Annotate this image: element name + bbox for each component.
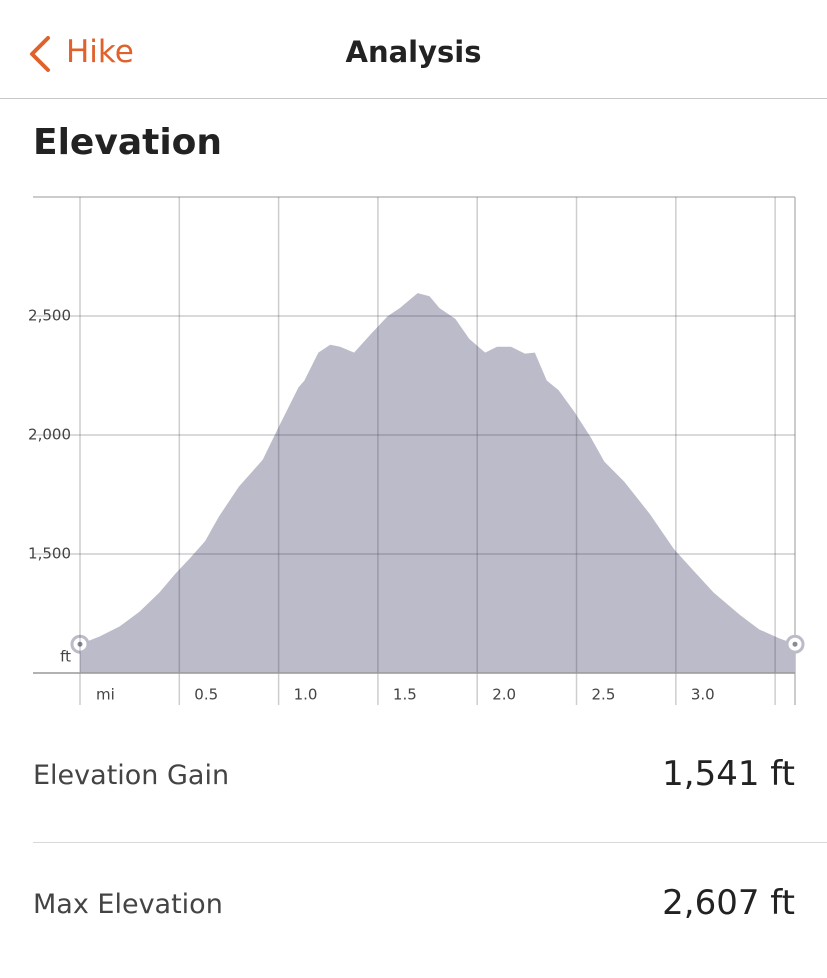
stat-label: Max Elevation [33,889,223,920]
endpoint-dot [77,641,83,647]
separator [33,842,827,843]
x-axis-unit: mi [96,686,115,704]
x-tick-label: 3.0 [691,686,715,704]
x-tick-label: 1.5 [393,686,417,704]
elevation-area [80,293,795,673]
x-tick-label: 2.0 [492,686,516,704]
endpoint-dot [792,641,798,647]
back-chevron[interactable] [24,34,54,74]
chart: ft mi 1,500 2,000 2,500 0.5 1.0 1.5 2.0 2.5 3.0 [28,196,805,705]
nav-bar: Hike Analysis [0,0,827,99]
nav-title: Analysis [345,35,482,69]
x-tick-label: 0.5 [194,686,218,704]
stat-value: 1,541 ft [662,754,795,794]
y-tick-label: 2,500 [28,307,71,325]
chart-title: Elevation [33,122,223,163]
x-tick-label: 2.5 [592,686,616,704]
back-button[interactable]: Hike [66,34,134,70]
y-tick-label: 1,500 [28,545,71,563]
stat-value: 2,607 ft [662,883,795,923]
stat-label: Elevation Gain [33,760,230,791]
y-axis-unit: ft [60,648,71,666]
y-tick-label: 2,000 [28,426,71,444]
x-tick-label: 1.0 [294,686,318,704]
